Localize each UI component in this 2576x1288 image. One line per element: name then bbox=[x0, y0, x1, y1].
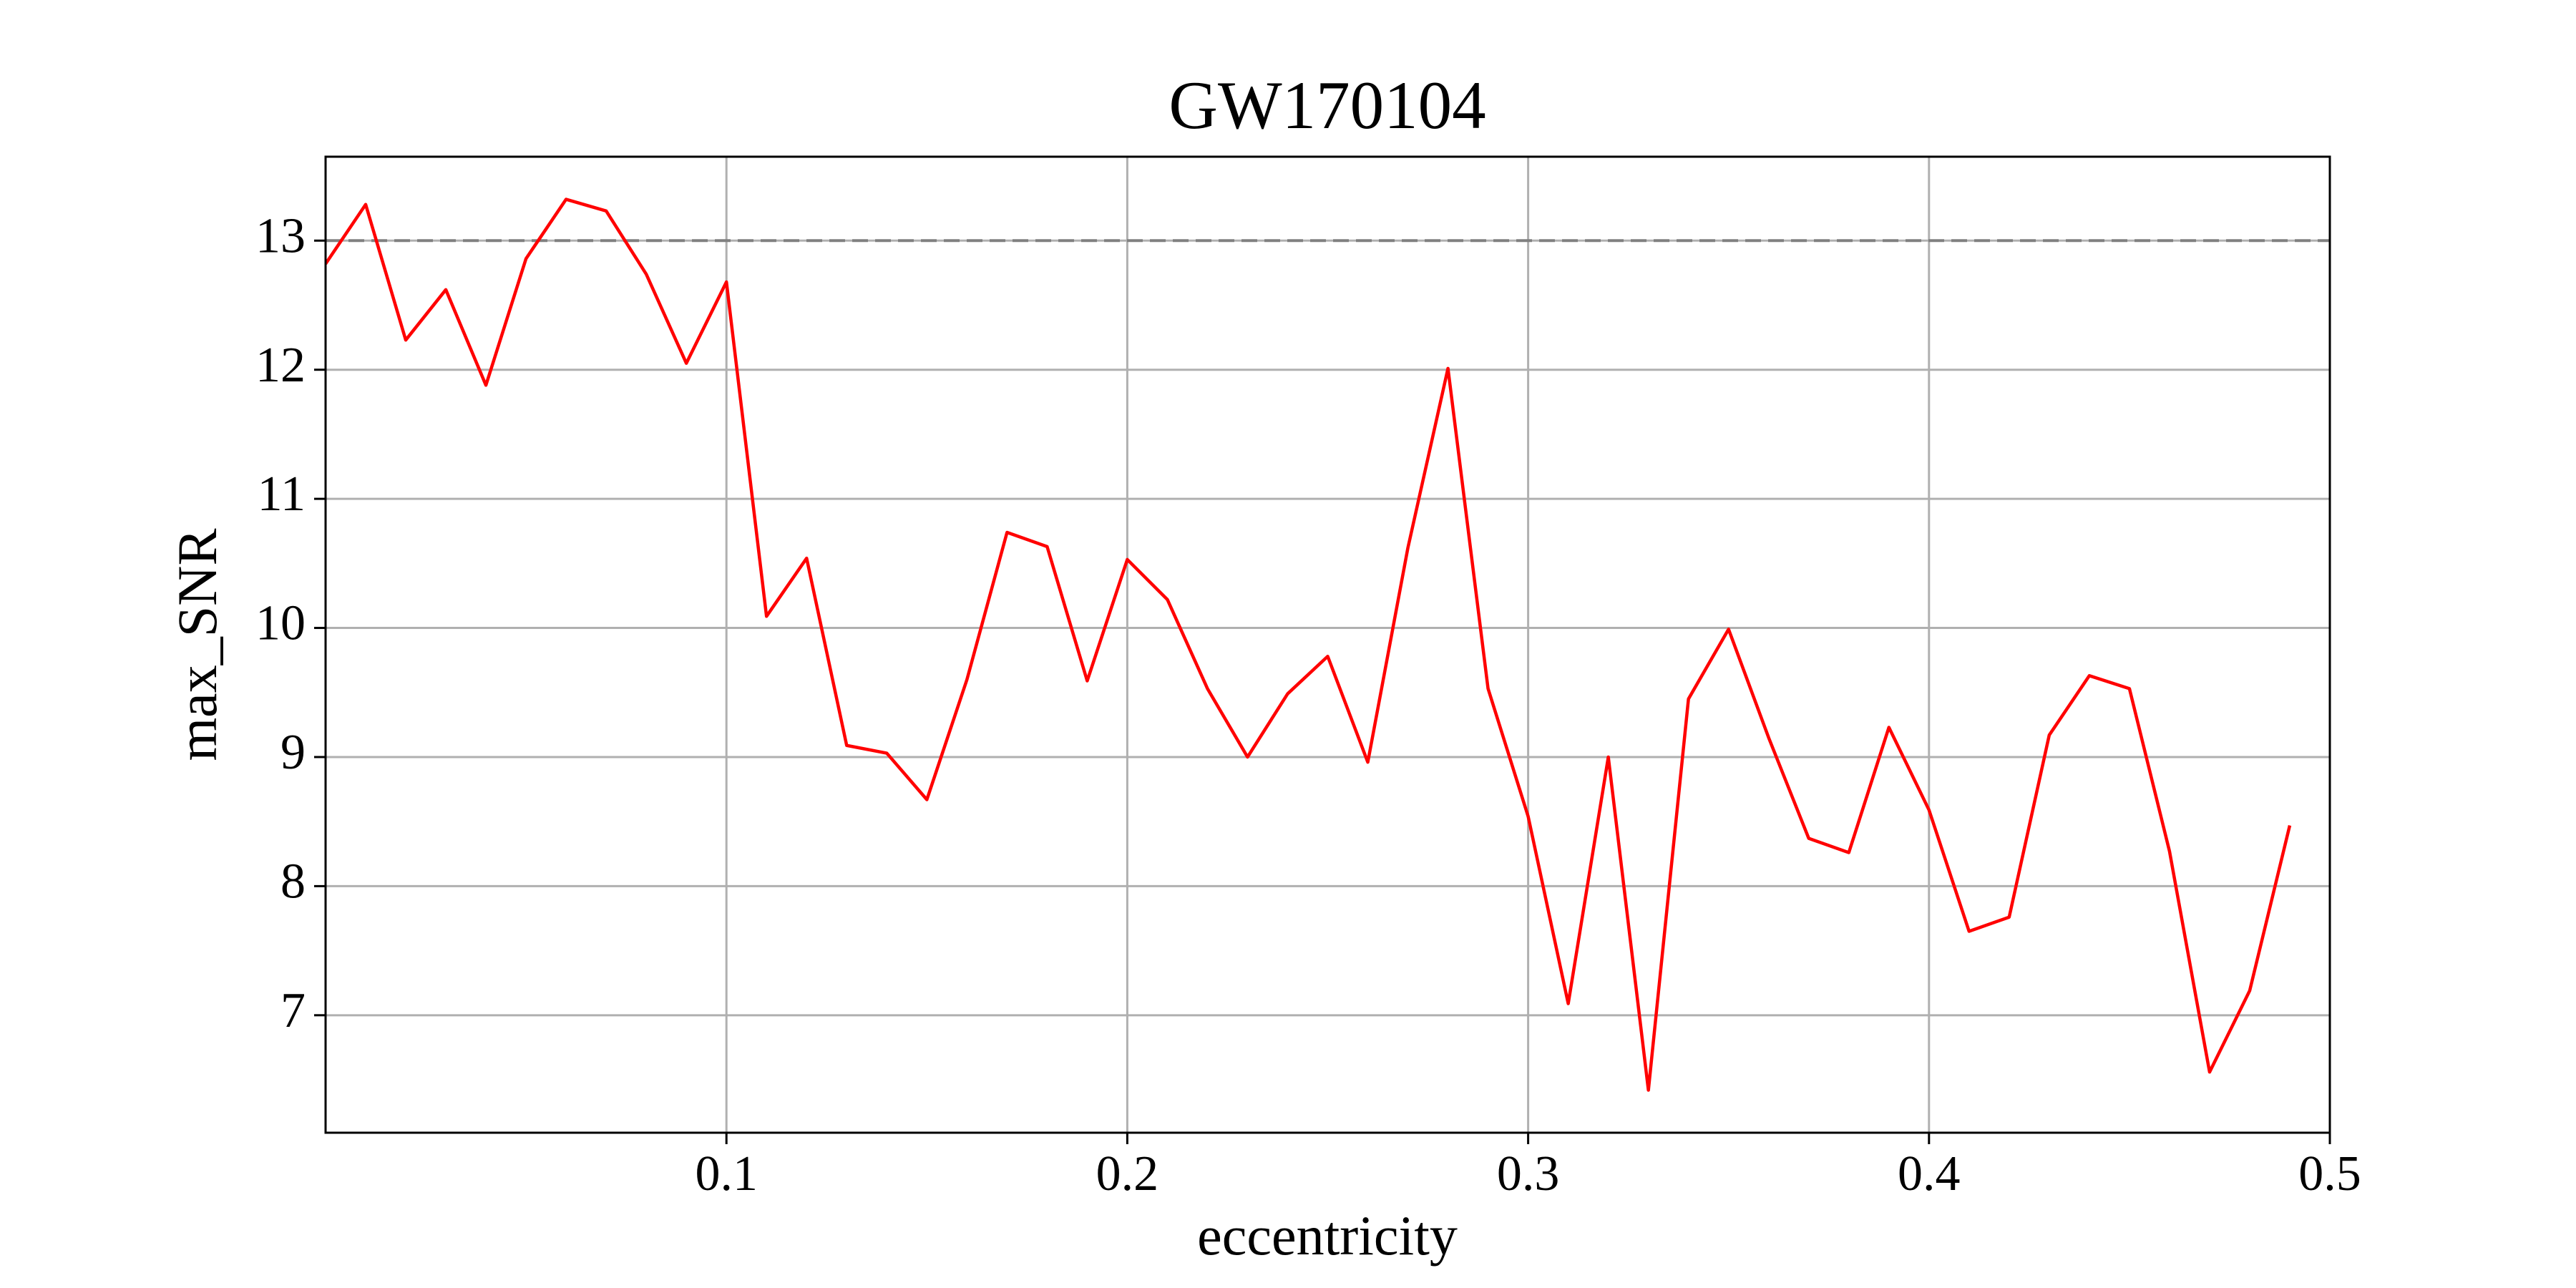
x-axis-label: eccentricity bbox=[1197, 1204, 1458, 1267]
y-tick-label: 7 bbox=[280, 983, 306, 1038]
chart-title: GW170104 bbox=[1169, 67, 1485, 143]
data-line bbox=[326, 197, 2292, 1092]
y-tick-label: 11 bbox=[258, 467, 306, 522]
y-tick-label: 12 bbox=[255, 338, 306, 393]
y-tick-label: 8 bbox=[280, 854, 306, 909]
x-tick-label: 0.1 bbox=[695, 1146, 758, 1201]
x-tick-label: 0.2 bbox=[1096, 1146, 1159, 1201]
y-tick-label: 10 bbox=[255, 596, 306, 651]
x-tick-label: 0.4 bbox=[1898, 1146, 1961, 1201]
x-tick-label: 0.5 bbox=[2298, 1146, 2361, 1201]
x-tick-label: 0.3 bbox=[1497, 1146, 1560, 1201]
y-tick-label: 13 bbox=[255, 208, 306, 263]
y-axis-label: max_SNR bbox=[166, 528, 228, 761]
plot-frame bbox=[324, 155, 2331, 1134]
y-tick-label: 9 bbox=[280, 725, 306, 780]
